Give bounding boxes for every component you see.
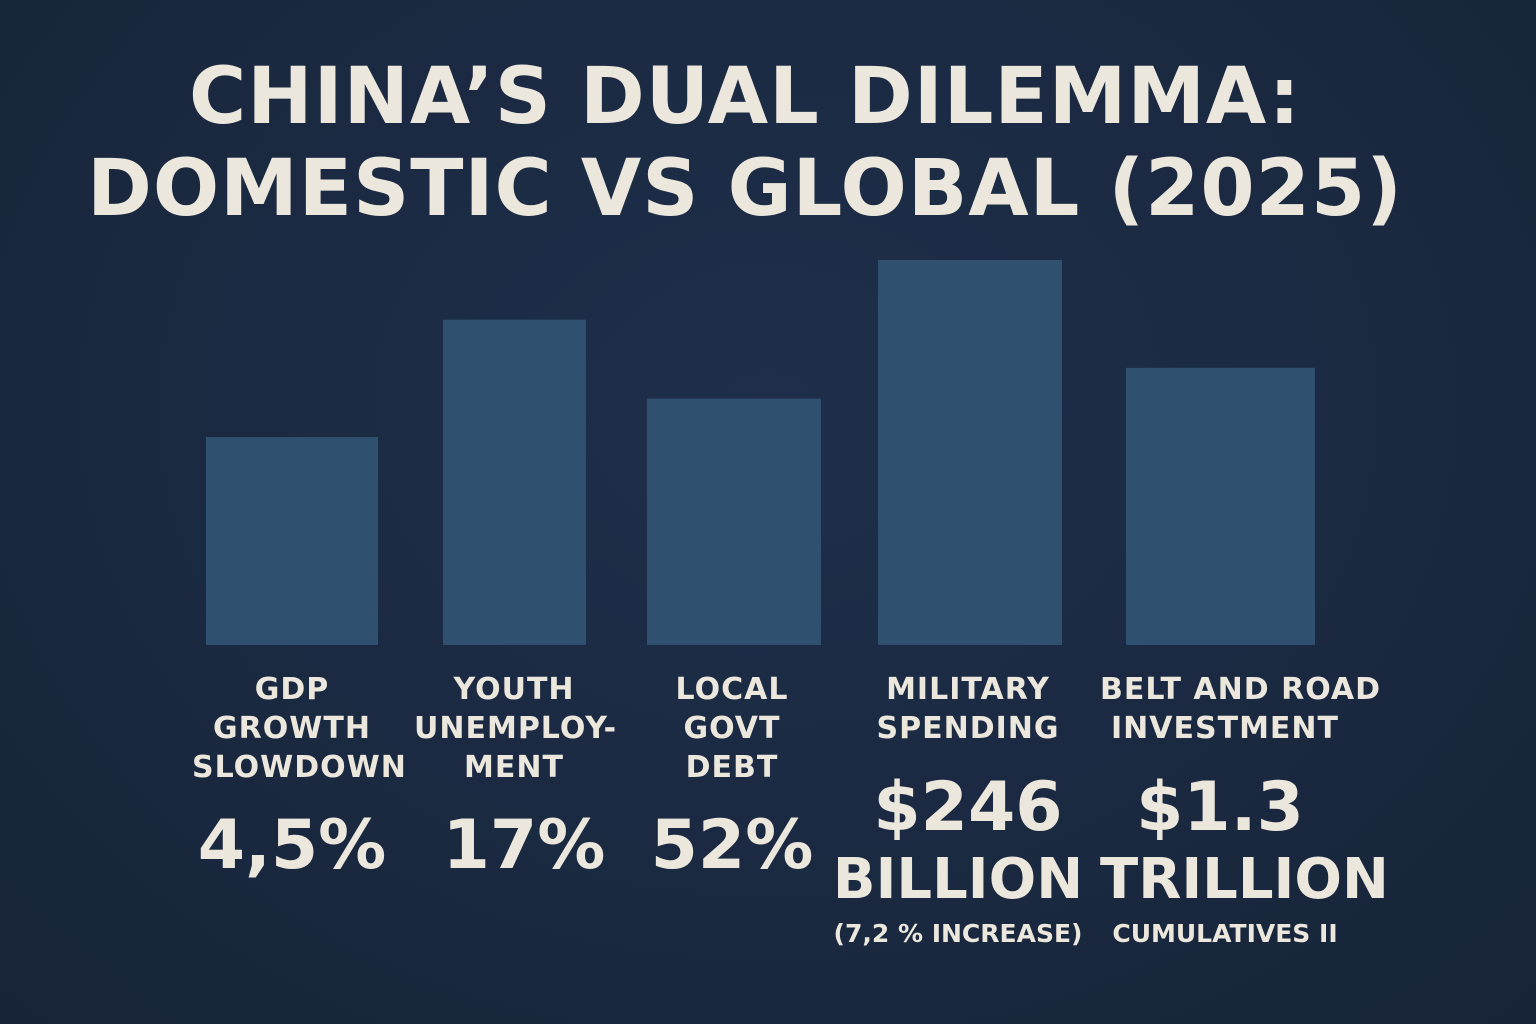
label-line: BELT AND ROAD <box>1100 672 1382 707</box>
value-label-bri: $1.3 <box>1136 768 1304 847</box>
label-line: INVESTMENT <box>1111 711 1339 746</box>
chart-title-line-1: CHINA’S DUAL DILEMMA: <box>189 52 1301 142</box>
bar-debt <box>647 398 821 645</box>
category-label-youth: YOUTH UNEMPLOY- MENT <box>414 670 618 787</box>
label-line: SLOWDOWN <box>192 750 407 785</box>
category-label-bri: BELT AND ROAD INVESTMENT <box>1100 670 1382 748</box>
category-label-debt: LOCAL GOVT DEBT <box>632 670 832 787</box>
label-line: GROWTH <box>213 711 371 746</box>
bar-bri <box>1126 367 1315 645</box>
label-line: MENT <box>464 750 564 785</box>
bar-gdp <box>206 437 378 645</box>
value-label-gdp: 4,5% <box>197 806 387 885</box>
bar-military <box>878 260 1062 645</box>
value-label-military: $246 <box>873 768 1063 847</box>
value-unit-military: BILLION <box>832 847 1084 912</box>
value-label-debt: 52% <box>650 806 814 885</box>
value-unit-bri: TRILLION <box>1100 847 1389 912</box>
chart-title-line-2: DOMESTIC VS GLOBAL (2025) <box>87 144 1403 234</box>
label-line: UNEMPLOY- <box>414 711 618 746</box>
value-note-bri: CUMULATIVES II <box>1112 919 1338 948</box>
label-line: DEBT <box>685 750 779 785</box>
value-note-military: (7,2 % INCREASE) <box>833 919 1083 948</box>
category-label-gdp: GDP GROWTH SLOWDOWN <box>192 670 407 787</box>
category-label-military: MILITARY SPENDING <box>858 670 1078 748</box>
label-line: SPENDING <box>876 711 1060 746</box>
label-line: GDP <box>254 672 330 707</box>
label-line: LOCAL <box>675 672 789 707</box>
bar-youth <box>443 319 586 645</box>
label-line: GOVT <box>683 711 781 746</box>
label-line: YOUTH <box>453 672 575 707</box>
value-label-youth: 17% <box>442 806 606 885</box>
label-line: MILITARY <box>886 672 1050 707</box>
